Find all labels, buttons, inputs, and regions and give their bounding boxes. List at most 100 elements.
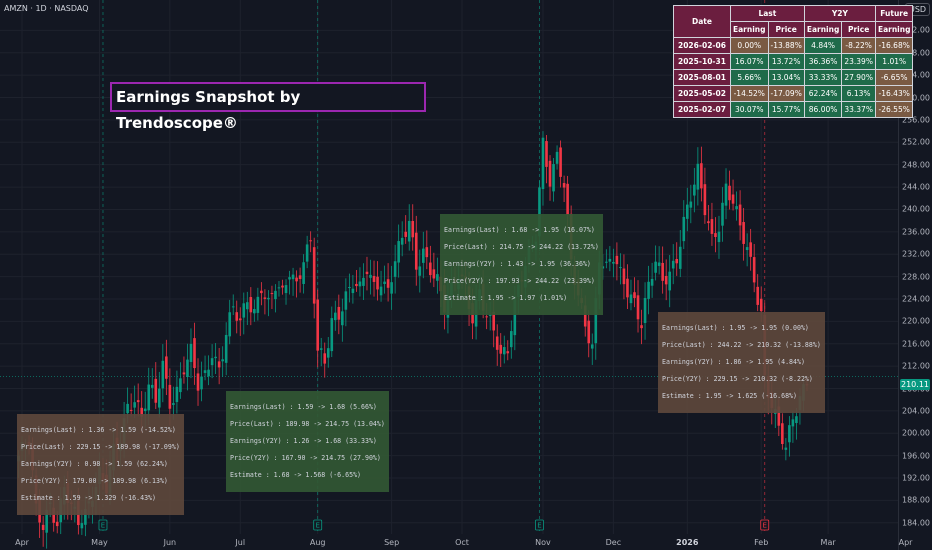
y-tick-label: 264.00 bbox=[902, 70, 930, 80]
candle-body bbox=[661, 262, 664, 281]
candle-body bbox=[182, 372, 186, 375]
candle-body bbox=[429, 262, 432, 276]
candle-body bbox=[485, 316, 488, 318]
header-y2y: Y2Y bbox=[803, 5, 876, 22]
candle-body bbox=[590, 344, 594, 349]
candle-body bbox=[224, 334, 228, 363]
candle-body bbox=[555, 151, 559, 164]
candle-body bbox=[566, 183, 569, 215]
candle-body bbox=[647, 281, 650, 299]
x-tick-label: Jun bbox=[163, 538, 177, 547]
candle-body bbox=[587, 320, 591, 344]
candle-body bbox=[383, 281, 386, 285]
candle-body bbox=[619, 267, 622, 269]
candle-body bbox=[312, 247, 316, 304]
candle-body bbox=[143, 408, 147, 412]
y-tick-label: 184.00 bbox=[902, 518, 930, 528]
table-row: 2025-08-01 5.66% 13.04% 33.33% 27.90% -6… bbox=[673, 69, 914, 86]
candle-body bbox=[298, 275, 302, 279]
earnings-annotation-aug: Earnings(Last) : 1.59 -> 1.68 (5.66%) Pr… bbox=[226, 391, 389, 492]
candle-body bbox=[249, 297, 253, 313]
annotation-line: Estimate : 1.95 -> 1.625 (-16.68%) bbox=[662, 392, 797, 401]
subheader-earning: Earning bbox=[874, 21, 914, 38]
candle-body bbox=[150, 384, 154, 388]
candle-body bbox=[372, 275, 376, 282]
candle-body bbox=[710, 219, 714, 234]
candle-body bbox=[650, 278, 654, 286]
y-tick-label: 240.00 bbox=[902, 204, 930, 214]
candle-body bbox=[337, 306, 341, 320]
candle-body bbox=[703, 184, 707, 216]
candle-body bbox=[362, 277, 365, 286]
candle-body bbox=[41, 524, 45, 531]
candle-body bbox=[562, 183, 566, 188]
x-tick-label: Jul bbox=[235, 538, 246, 547]
row-date: 2025-05-02 bbox=[673, 85, 731, 102]
candle-body bbox=[538, 187, 541, 237]
annotation-line: Earnings(Y2Y) : 1.26 -> 1.68 (33.33%) bbox=[230, 436, 377, 445]
annotation-line: Price(Last) : 244.22 -> 210.32 (-13.88%) bbox=[662, 340, 821, 349]
candle-body bbox=[622, 268, 626, 285]
x-tick-label: Mar bbox=[820, 538, 836, 547]
annotation-line: Earnings(Last) : 1.68 -> 1.95 (16.07%) bbox=[444, 225, 595, 234]
candle-body bbox=[390, 282, 393, 294]
candle-body bbox=[267, 297, 270, 300]
candle-body bbox=[291, 274, 295, 280]
candle-body bbox=[756, 286, 759, 305]
header-future: Future bbox=[874, 5, 914, 22]
candle-body bbox=[147, 384, 151, 411]
cell-y2y-price: 27.90% bbox=[841, 69, 876, 86]
cell-future-earning: -6.65% bbox=[874, 69, 914, 86]
candle-body bbox=[425, 247, 429, 258]
cell-y2y-price: 33.37% bbox=[841, 101, 876, 118]
candle-body bbox=[270, 293, 274, 295]
candle-body bbox=[707, 221, 710, 224]
annotation-line: Earnings(Last) : 1.95 -> 1.95 (0.00%) bbox=[662, 323, 809, 332]
annotation-line: Price(Last) : 229.15 -> 189.98 (-17.09%) bbox=[21, 442, 180, 451]
y-tick-label: 252.00 bbox=[902, 137, 930, 147]
cell-y2y-price: 23.39% bbox=[841, 53, 876, 70]
candle-body bbox=[274, 290, 277, 300]
candle-body bbox=[316, 299, 319, 351]
candle-body bbox=[193, 338, 196, 369]
cell-future-earning: 1.01% bbox=[874, 53, 914, 70]
subheader-earning: Earning bbox=[803, 21, 843, 38]
candle-body bbox=[689, 201, 693, 208]
annotation-line: Earnings(Y2Y) : 0.98 -> 1.59 (62.24%) bbox=[21, 459, 168, 468]
earnings-marker-label: E bbox=[537, 522, 541, 530]
candle-body bbox=[172, 403, 175, 405]
y-tick-label: 192.00 bbox=[902, 473, 930, 483]
candle-body bbox=[288, 277, 291, 280]
y-tick-label: 188.00 bbox=[902, 495, 930, 505]
y-tick-label: 228.00 bbox=[902, 272, 930, 282]
candle-body bbox=[186, 359, 189, 377]
candle-body bbox=[735, 206, 738, 210]
candle-body bbox=[203, 370, 207, 373]
cell-last-price: 13.72% bbox=[767, 53, 805, 70]
y-tick-label: 232.00 bbox=[902, 249, 930, 259]
candle-body bbox=[738, 204, 742, 226]
candle-body bbox=[45, 509, 48, 533]
candle-body bbox=[284, 285, 288, 294]
candle-body bbox=[393, 261, 397, 277]
candle-body bbox=[330, 318, 334, 352]
candle-body bbox=[510, 331, 513, 348]
row-date: 2025-02-07 bbox=[673, 101, 731, 118]
candle-body bbox=[594, 298, 598, 344]
row-date: 2025-10-31 bbox=[673, 53, 731, 70]
candle-body bbox=[422, 248, 425, 263]
cell-last-earning: 5.66% bbox=[730, 69, 769, 86]
candle-body bbox=[615, 255, 619, 265]
candle-body bbox=[231, 306, 235, 308]
x-tick-label: Oct bbox=[455, 538, 469, 547]
candle-body bbox=[548, 160, 552, 187]
table-row: 2025-05-02 -14.52% -17.09% 62.24% 6.13% … bbox=[673, 85, 914, 102]
candle-body bbox=[235, 312, 239, 321]
table-row: 2026-02-06 0.00% -13.88% 4.84% -8.22% -1… bbox=[673, 37, 914, 54]
candle-body bbox=[436, 274, 439, 281]
indicator-title: Earnings Snapshot by Trendoscope® bbox=[110, 82, 426, 132]
candle-body bbox=[253, 309, 256, 314]
candle-body bbox=[196, 373, 200, 391]
candle-body bbox=[207, 369, 210, 377]
y-tick-label: 260.00 bbox=[902, 93, 930, 103]
